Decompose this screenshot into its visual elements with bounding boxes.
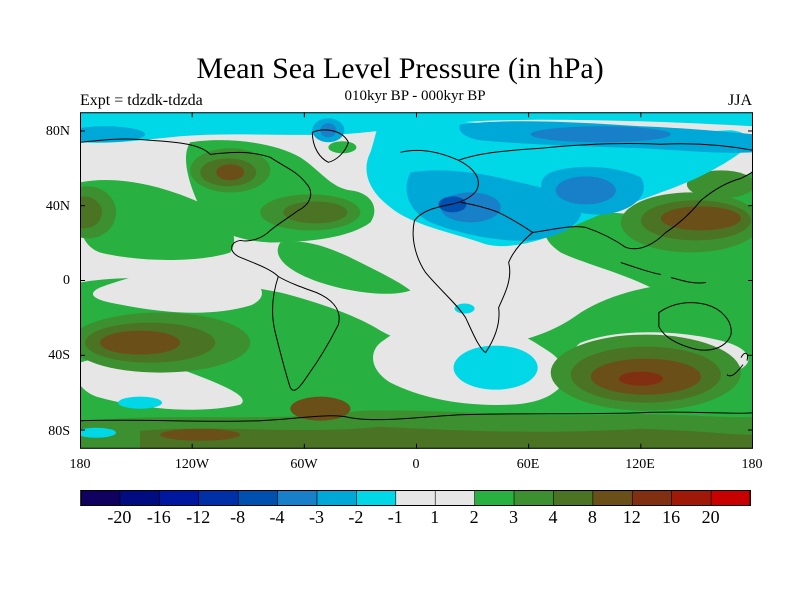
colorbar-label: 20 bbox=[701, 507, 720, 527]
arctic-positive-1 bbox=[328, 141, 357, 154]
map-ticks bbox=[80, 112, 753, 449]
colorbar-cell bbox=[356, 490, 397, 506]
colorbar-label: -2 bbox=[348, 507, 364, 527]
colorbar-cell bbox=[592, 490, 634, 506]
central-asia-negative-3 bbox=[555, 176, 616, 205]
lat-label-0: 0 bbox=[63, 273, 70, 288]
south-pacific-positive-8 bbox=[100, 330, 181, 355]
colorbar-label: -20 bbox=[107, 507, 132, 527]
experiment-label: Expt = tdzdk-tdzda bbox=[80, 92, 203, 109]
north-atlantic-positive-4 bbox=[283, 201, 348, 224]
lat-label-40n: 40N bbox=[45, 199, 70, 214]
colorbar-label: 1 bbox=[430, 507, 440, 527]
colorbar-cell bbox=[395, 490, 437, 506]
south-atlantic-negative-1 bbox=[453, 345, 538, 390]
colorbar-cell bbox=[434, 490, 476, 506]
colorbar-label: 2 bbox=[469, 507, 479, 527]
colorbar-label: 16 bbox=[662, 507, 681, 527]
lat-label-80n: 80N bbox=[45, 124, 70, 139]
canada-positive-8 bbox=[216, 164, 245, 181]
colorbar-label: -8 bbox=[230, 507, 246, 527]
colorbar-cell bbox=[710, 490, 751, 506]
colorbar-label: 12 bbox=[622, 507, 641, 527]
west-pacific-positive-8 bbox=[660, 206, 741, 231]
lon-label-180w: 180 bbox=[69, 457, 91, 472]
colorbar-cell bbox=[631, 490, 673, 506]
lon-label-180e: 180 bbox=[741, 457, 763, 472]
north-pacific-positive-4 bbox=[80, 196, 103, 229]
antarctic-positive-8b bbox=[160, 428, 241, 441]
siberia-negative-3 bbox=[530, 126, 671, 143]
colorbar-cell bbox=[80, 490, 121, 506]
colorbar-cell bbox=[198, 490, 239, 506]
tropical-atlantic-positive bbox=[277, 241, 411, 294]
season-label: JJA bbox=[727, 92, 752, 109]
colorbar-cell bbox=[553, 490, 594, 506]
colorbar-cell bbox=[513, 490, 555, 506]
antarctic-positive-8 bbox=[290, 396, 351, 421]
pacific-neutral-south bbox=[80, 357, 243, 410]
colorbar-cell bbox=[237, 490, 279, 506]
south-pacific-negative-1 bbox=[118, 396, 163, 409]
colorbar-cell bbox=[671, 490, 712, 506]
lat-label-80s: 80S bbox=[48, 424, 70, 439]
lon-label-120w: 120W bbox=[174, 457, 210, 472]
pressure-map bbox=[80, 112, 753, 449]
map-title: Mean Sea Level Pressure (in hPa) bbox=[196, 52, 604, 85]
colorbar-label: -4 bbox=[269, 507, 285, 527]
lat-label-40s: 40S bbox=[48, 348, 70, 363]
coastlines bbox=[80, 129, 753, 422]
colorbar-label: -16 bbox=[146, 507, 171, 527]
lon-label-0: 0 bbox=[412, 457, 420, 472]
colorbar-cell bbox=[316, 490, 358, 506]
pacific-arctic-negative-2 bbox=[80, 126, 146, 143]
lon-label-60e: 60E bbox=[516, 457, 540, 472]
southern-ocean-negative-1 bbox=[80, 427, 117, 438]
north-pacific-positive bbox=[80, 179, 235, 260]
colorbar-label: -12 bbox=[186, 507, 211, 527]
pacific-neutral-north bbox=[92, 267, 262, 313]
period-label: 010kyr BP - 000kyr BP bbox=[344, 88, 486, 104]
colorbar-cell bbox=[277, 490, 318, 506]
antarctic-positive-4 bbox=[140, 426, 753, 449]
south-indian-positive-12 bbox=[618, 371, 663, 386]
greenland-negative-1 bbox=[80, 112, 753, 143]
lon-label-60w: 60W bbox=[290, 457, 318, 472]
colorbar-label: 4 bbox=[548, 507, 558, 527]
colorbar-label: -1 bbox=[387, 507, 403, 527]
colorbar bbox=[80, 490, 751, 506]
colorbar-cell bbox=[119, 490, 161, 506]
colorbar-label: 8 bbox=[587, 507, 597, 527]
colorbar-label: 3 bbox=[509, 507, 519, 527]
colorbar-cell bbox=[159, 490, 200, 506]
colorbar-cell bbox=[474, 490, 515, 506]
african-lake-negative bbox=[454, 303, 475, 314]
colorbar-label: -3 bbox=[308, 507, 324, 527]
northeast-asia-positive bbox=[686, 170, 753, 199]
lon-label-120e: 120E bbox=[625, 457, 655, 472]
